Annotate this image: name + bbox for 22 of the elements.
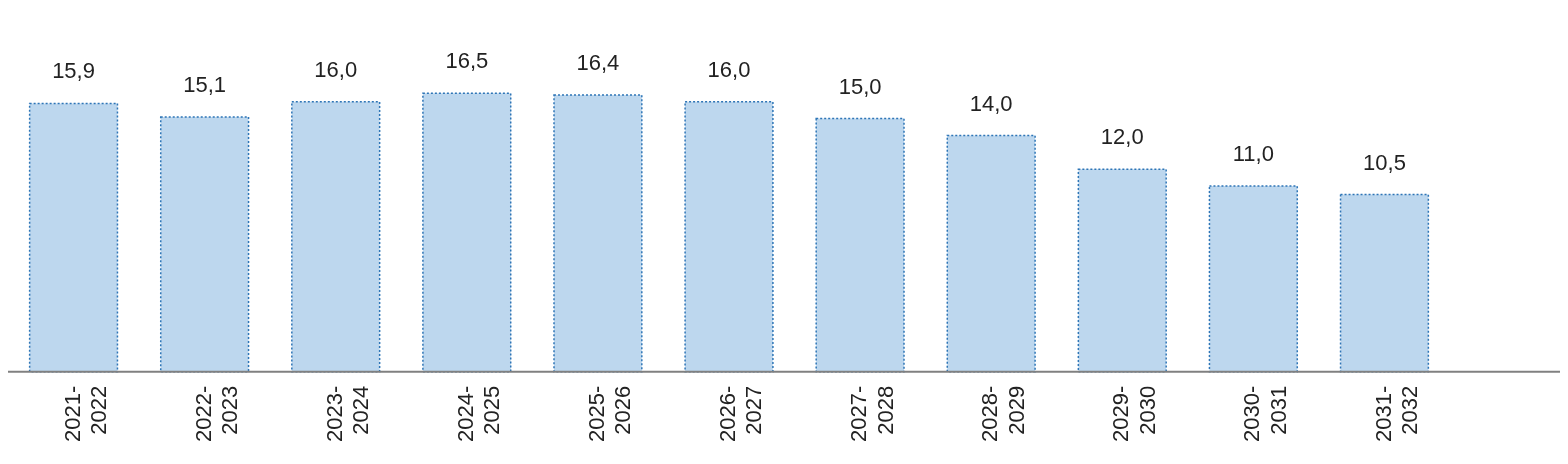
x-tick-label: 2022- 2023: [190, 385, 243, 443]
data-label: 15,1: [183, 72, 227, 97]
data-label: 16,0: [707, 56, 751, 82]
data-label: 12,0: [1100, 124, 1144, 150]
data-label: 16,4: [576, 50, 620, 76]
x-tick-label: 2024- 2025: [452, 385, 505, 443]
x-tick-label: 2031- 2032: [1370, 385, 1422, 443]
x-tick-label: 2030- 2031: [1239, 385, 1291, 443]
data-label: 15,9: [52, 58, 95, 84]
x-tick-label: 2028- 2029: [977, 385, 1029, 443]
x-tick-label: 2021- 2022: [59, 385, 112, 443]
data-label: 11,0: [1232, 141, 1274, 167]
data-label: 16,0: [314, 56, 358, 82]
x-tick-label: 2025- 2026: [583, 385, 636, 443]
x-tick-label: 2029- 2030: [1108, 385, 1160, 443]
data-label: 14,0: [969, 90, 1013, 116]
x-tick-label: 2023- 2024: [321, 385, 374, 443]
x-tick-label: 2026- 2027: [715, 385, 767, 443]
data-label: 15,0: [838, 73, 882, 99]
x-tick-label: 2027- 2028: [846, 385, 898, 443]
data-label: 16,5: [445, 48, 489, 74]
data-label: 10,5: [1363, 149, 1406, 175]
